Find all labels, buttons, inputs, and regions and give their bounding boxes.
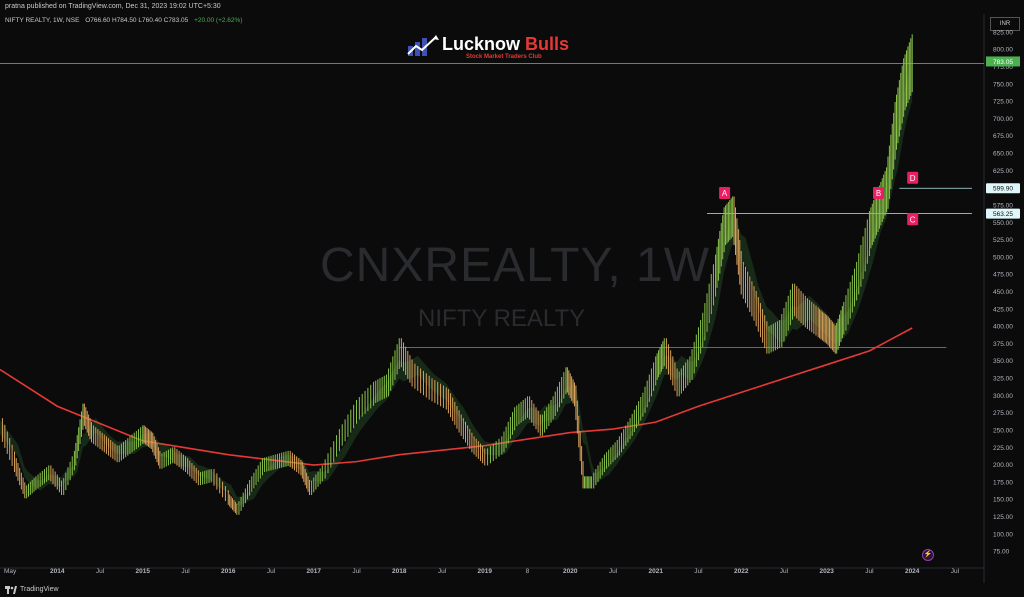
y-tick-label: 500.00: [993, 254, 1013, 261]
level-price-tag: [986, 183, 1020, 194]
y-tick-label: 400.00: [993, 324, 1013, 331]
y-tick-label: 150.00: [993, 497, 1013, 504]
y-tick-label: 375.00: [993, 341, 1013, 348]
annotation-box: [907, 171, 919, 184]
publisher-line: pratna published on TradingView.com, Dec…: [0, 0, 1024, 14]
y-tick-label: 125.00: [993, 514, 1013, 521]
annotation-box: [719, 187, 731, 199]
x-tick-label: Jul: [267, 568, 276, 575]
symbol-watermark: CNXREALTY, 1W: [320, 239, 710, 292]
annotation-box: [907, 213, 919, 226]
y-tick-label: 775.00: [993, 64, 1013, 71]
index-watermark: NIFTY REALTY: [418, 305, 586, 332]
y-tick-label: 325.00: [993, 376, 1013, 383]
y-tick-label: 100.00: [993, 531, 1013, 538]
long-moving-average-line: [0, 327, 913, 466]
y-tick-label: 75.00: [993, 549, 1010, 556]
tradingview-logo-icon: [5, 586, 17, 594]
tradingview-brand[interactable]: TradingView: [20, 586, 59, 593]
x-tick-label: May: [4, 568, 17, 575]
price-change: +20.00 (+2.62%): [194, 17, 243, 24]
price-chart[interactable]: 825.00 800.00 775.00 750.00 725.00 700.00 675.…: [0, 14, 1024, 583]
x-tick-label: 2024: [905, 568, 920, 575]
x-tick-label: 2016: [221, 568, 236, 575]
y-tick-label: 175.00: [993, 479, 1013, 486]
annotation-a-label: A: [722, 189, 728, 198]
x-tick-label: Jul: [181, 568, 190, 575]
x-tick-label: 2023: [819, 568, 834, 575]
x-tick-label: 2014: [50, 568, 65, 575]
logo-title: Lucknow Bulls: [442, 34, 570, 54]
x-tick-label: 2015: [136, 568, 151, 575]
annotation-d-label: D: [910, 174, 916, 183]
x-tick-label: Jul: [780, 568, 789, 575]
y-tick-label: 200.00: [993, 462, 1013, 469]
annotation-box: [872, 187, 884, 199]
x-tick-label: Jul: [96, 568, 105, 575]
symbol-info: NIFTY REALTY, 1W, NSE O766.60 H784.50 L7…: [5, 17, 243, 24]
y-tick-label: 625.00: [993, 168, 1013, 175]
y-tick-label: 225.00: [993, 445, 1013, 452]
level-price-tag: [986, 208, 1020, 219]
y-tick-label: 675.00: [993, 133, 1013, 140]
level-price-label: 599.90: [993, 186, 1013, 193]
last-price-label: 783.05: [993, 59, 1013, 66]
y-tick-label: 550.00: [993, 220, 1013, 227]
x-tick-label: 2019: [477, 568, 492, 575]
x-tick-label: 8: [526, 568, 530, 575]
y-tick-label: 750.00: [993, 81, 1013, 88]
y-tick-label: 475.00: [993, 272, 1013, 279]
y-tick-label: 800.00: [993, 47, 1013, 54]
x-tick-label: 2020: [563, 568, 578, 575]
y-tick-label: 700.00: [993, 116, 1013, 123]
currency-label[interactable]: INR: [990, 17, 1020, 31]
y-tick-label: 450.00: [993, 289, 1013, 296]
x-tick-label: 2021: [648, 568, 663, 575]
last-price-tag: [986, 56, 1020, 67]
y-tick-label: 575.00: [993, 202, 1013, 209]
x-tick-label: 2017: [307, 568, 322, 575]
y-tick-label: 725.00: [993, 99, 1013, 106]
y-tick-label: 275.00: [993, 410, 1013, 417]
bull-chart-icon: [407, 35, 439, 56]
y-tick-label: 825.00: [993, 29, 1013, 36]
x-tick-label: 2022: [734, 568, 749, 575]
x-tick-label: Jul: [352, 568, 361, 575]
ohlc-values: O766.60 H784.50 L760.40 C783.05: [85, 17, 189, 24]
x-tick-label: Jul: [438, 568, 447, 575]
y-tick-label: 300.00: [993, 393, 1013, 400]
y-tick-label: 525.00: [993, 237, 1013, 244]
annotation-b-label: B: [876, 189, 881, 198]
y-tick-label: 350.00: [993, 358, 1013, 365]
annotation-c-label: C: [910, 215, 916, 224]
x-tick-label: Jul: [951, 568, 960, 575]
y-tick-label: 650.00: [993, 151, 1013, 158]
y-tick-label: 425.00: [993, 306, 1013, 313]
logo-tagline: Stock Market Traders Club: [466, 54, 542, 60]
level-price-label: 563.25: [993, 211, 1013, 218]
x-tick-label: Jul: [865, 568, 874, 575]
x-tick-label: 2018: [392, 568, 407, 575]
y-tick-label: 250.00: [993, 427, 1013, 434]
lightning-icon[interactable]: ⚡: [922, 549, 934, 561]
x-tick-label: Jul: [609, 568, 618, 575]
lucknow-bulls-logo: Lucknow Bulls Stock Market Traders Club: [404, 32, 604, 66]
symbol-name[interactable]: NIFTY REALTY, 1W, NSE: [5, 17, 80, 24]
footer-bar: TradingView: [0, 583, 1024, 597]
x-tick-label: Jul: [694, 568, 703, 575]
